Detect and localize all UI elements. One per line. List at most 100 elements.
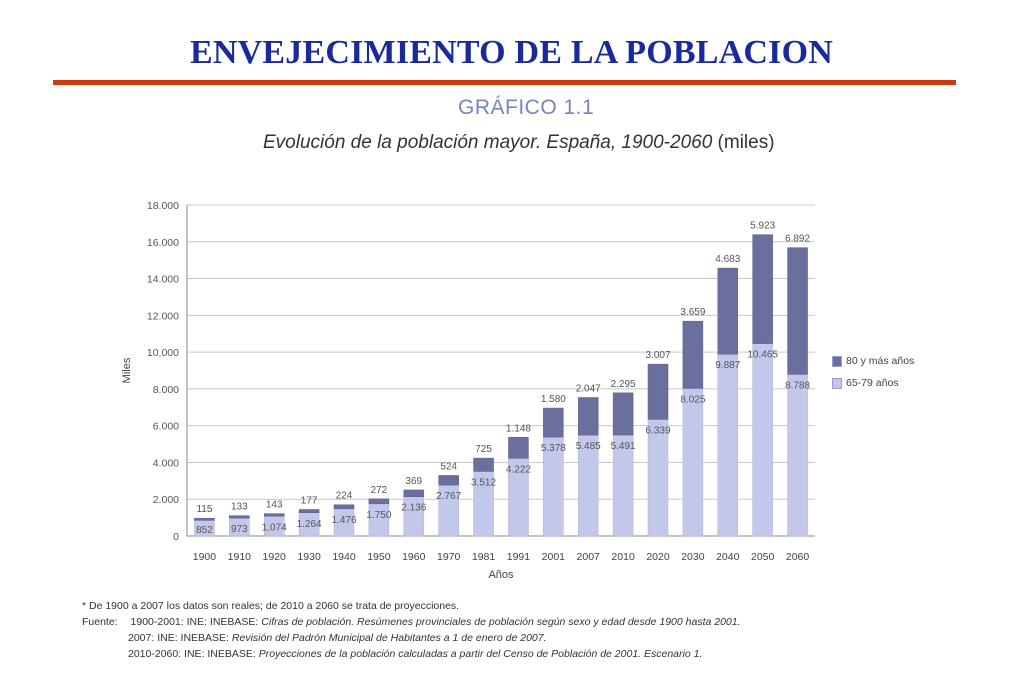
value-label-65-79: 8.025 (680, 394, 705, 405)
bar-65-79 (752, 343, 773, 537)
bar-80-plus (403, 489, 425, 497)
y-axis: 0 2.000 4.000 6.000 8.000 10.000 12.000 14.000 1… (147, 200, 188, 543)
gridlines (187, 204, 815, 537)
value-label-80-plus: 177 (301, 496, 318, 507)
value-label-65-79: 10.465 (747, 350, 778, 361)
bar-65-79 (647, 419, 669, 537)
value-label-65-79: 6.339 (645, 425, 670, 436)
legend-label-80: 80 y más años (846, 355, 915, 367)
chart-legend: 80 y más años 65-79 años (832, 350, 914, 394)
x-tick-label: 2020 (646, 551, 670, 563)
source-3-title: Proyecciones de la población calculadas … (258, 648, 703, 660)
x-tick-label: 2007 (577, 551, 601, 563)
bar-80-plus (682, 320, 704, 389)
value-label-65-79: 1.074 (262, 522, 287, 533)
legend-swatch-65 (832, 377, 842, 389)
x-tick-label: 2060 (786, 551, 810, 563)
bar-80-plus (577, 397, 599, 436)
x-tick-label: 2030 (681, 551, 705, 563)
y-tick-label: 6.000 (153, 421, 179, 433)
source-2-title: Revisión del Padrón Municipal de Habitan… (231, 632, 547, 644)
x-axis: 1900 1910 1920 1930 1940 1950 1960 1970 1981 1991… (193, 551, 810, 563)
value-label-80-plus: 1.580 (541, 394, 566, 405)
x-tick-label: 1900 (193, 551, 217, 563)
bar-80-plus (717, 267, 739, 355)
x-tick-label: 2010 (611, 551, 635, 563)
y-tick-label: 18.000 (147, 200, 179, 212)
bar-65-79 (717, 353, 739, 537)
value-label-65-79: 1.476 (331, 515, 356, 526)
y-tick-label: 12.000 (147, 310, 179, 322)
x-tick-label: 1981 (472, 551, 496, 563)
y-tick-label: 8.000 (153, 384, 179, 396)
value-label-80-plus: 1.148 (506, 423, 531, 434)
bar-80-plus (438, 475, 459, 486)
value-label-80-plus: 272 (371, 485, 388, 496)
source-1-prefix: 1900-2001: INE: INEBASE: (130, 616, 262, 628)
value-label-65-79: 2.767 (436, 491, 461, 502)
bar-65-79 (682, 388, 704, 537)
bar-80-plus (612, 392, 634, 436)
bar-80-plus (787, 247, 808, 375)
bar-65-79 (787, 374, 808, 537)
source-2-prefix: 2007: INE: INEBASE: (128, 632, 232, 644)
x-tick-label: 1940 (332, 551, 356, 563)
value-label-65-79: 3.512 (471, 477, 496, 488)
value-label-65-79: 1.264 (297, 519, 322, 530)
x-tick-label: 2050 (751, 551, 775, 563)
bar-80-plus (368, 498, 390, 505)
bar-80-plus (229, 515, 250, 519)
value-label-65-79: 5.491 (611, 441, 636, 452)
value-label-80-plus: 133 (231, 502, 248, 513)
chart-notes: * De 1900 a 2007 los datos son reales; d… (82, 598, 741, 662)
value-label-80-plus: 3.007 (645, 350, 670, 361)
figure-subtitle-units: (miles) (717, 132, 775, 153)
value-label-65-79: 2.136 (401, 503, 426, 514)
value-label-65-79: 9.887 (715, 360, 740, 371)
bar-80-plus (194, 517, 215, 521)
y-tick-label: 0 (173, 531, 179, 543)
title-divider (53, 80, 956, 85)
source-label: Fuente: (82, 616, 118, 628)
note-asterisk: * De 1900 a 2007 los datos son reales; d… (82, 600, 460, 612)
source-line-3: 2010-2060: INE: INEBASE: Proyecciones de… (82, 646, 741, 662)
figure-label: GRÁFICO 1.1 (458, 96, 595, 119)
value-label-80-plus: 725 (475, 444, 492, 455)
x-tick-label: 2001 (542, 551, 566, 563)
value-label-80-plus: 524 (440, 461, 457, 472)
value-label-65-79: 5.378 (541, 443, 566, 454)
value-label-80-plus: 115 (196, 504, 212, 515)
value-label-80-plus: 143 (266, 500, 283, 511)
legend-item-80: 80 y más años (832, 350, 914, 372)
value-label-80-plus: 3.659 (680, 307, 705, 318)
value-label-80-plus: 5.923 (750, 221, 775, 232)
source-line-2: 2007: INE: INEBASE: Revisión del Padrón … (82, 630, 741, 646)
value-label-65-79: 5.485 (576, 441, 601, 452)
value-label-65-79: 4.222 (506, 464, 531, 475)
value-label-80-plus: 369 (405, 476, 422, 487)
x-tick-label: 1920 (263, 551, 287, 563)
value-label-80-plus: 2.047 (576, 383, 601, 394)
x-tick-label: 1950 (367, 551, 391, 563)
bar-80-plus (333, 504, 355, 510)
x-tick-label: 2040 (716, 551, 740, 563)
legend-label-65: 65-79 años (846, 377, 899, 389)
bars: 852 115 973 133 1.074 143 1.264 177 1.476 224 1.75… (194, 221, 811, 537)
figure-subtitle-main: Evolución de la población mayor. España,… (263, 132, 713, 153)
x-tick-label: 1991 (507, 551, 531, 563)
stacked-bar-chart: 0 2.000 4.000 6.000 8.000 10.000 12.000 14.000 1… (121, 200, 815, 581)
bar-80-plus (752, 234, 773, 344)
y-tick-label: 16.000 (147, 237, 179, 249)
legend-swatch-80 (832, 355, 842, 367)
value-label-80-plus: 4.683 (715, 254, 740, 265)
y-tick-label: 14.000 (147, 274, 179, 286)
value-label-65-79: 973 (231, 524, 248, 535)
bar-80-plus (647, 363, 669, 420)
x-tick-label: 1910 (228, 551, 252, 563)
bar-80-plus (543, 407, 564, 438)
legend-item-65: 65-79 años (832, 372, 914, 394)
slide-title: ENVEJECIMIENTO DE LA POBLACION (190, 34, 833, 71)
value-label-80-plus: 224 (336, 491, 353, 502)
y-tick-label: 2.000 (153, 494, 179, 506)
value-label-65-79: 1.750 (366, 510, 391, 521)
